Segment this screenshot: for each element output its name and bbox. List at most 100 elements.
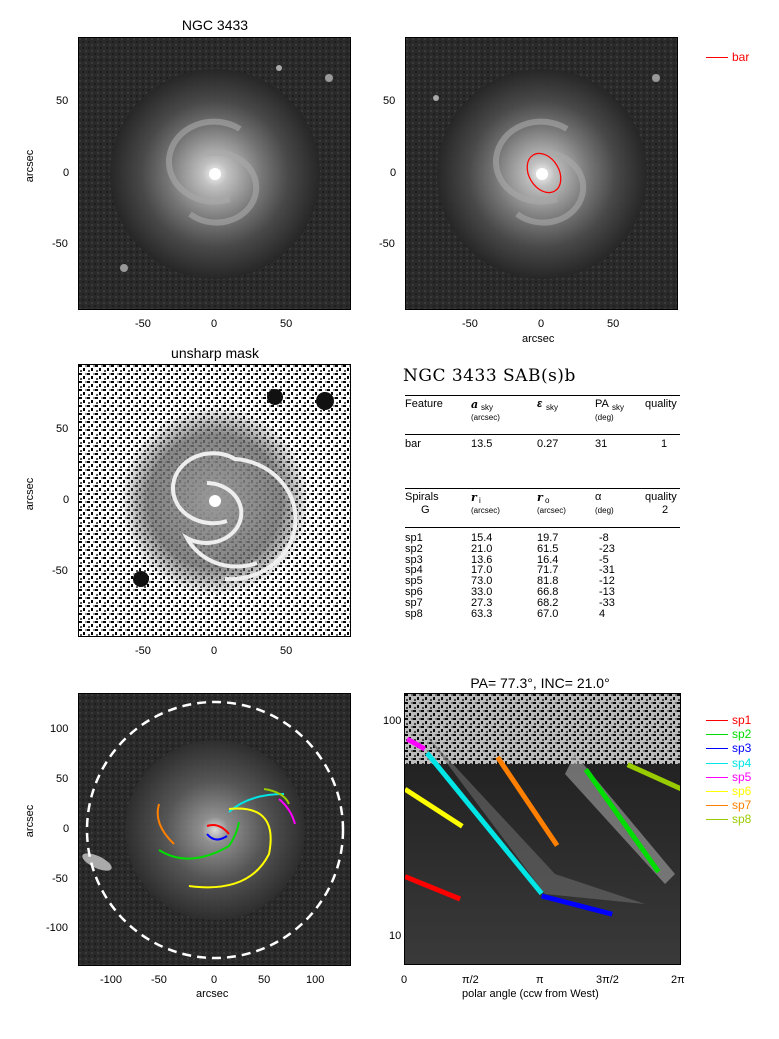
spiral-cell-c4: -12 (599, 575, 615, 588)
panel5-ytick-100: 100 (50, 723, 69, 735)
panel6-xtick-0: 0 (401, 974, 408, 986)
spiral-cell-c2: 63.3 (471, 607, 493, 620)
table-rule-1 (405, 395, 680, 396)
bar-hdr-a-unit: (arcsec) (471, 413, 500, 422)
sp-hdr-quality: quality (645, 491, 677, 503)
spiral-cell-c4: 4 (599, 607, 606, 620)
panel6-ytick-100: 100 (383, 715, 402, 727)
legend-label-sp6: sp6 (732, 784, 752, 798)
panel1-xtick-m50: -50 (135, 318, 151, 330)
bar-ellipse (526, 152, 562, 194)
bar-cell-a: 13.5 (471, 438, 493, 450)
panel1-xtick-50: 50 (280, 318, 293, 330)
spiral-cell-c2: 13.6 (471, 553, 493, 566)
bar-cell-feature: bar (405, 438, 421, 450)
panel3-ytick-m50: -50 (52, 565, 68, 577)
panel5-xtick-100: 100 (306, 974, 325, 986)
panel2-galaxy-image (405, 37, 678, 310)
panel3-title: unsharp mask (171, 345, 259, 361)
sp-hdr-quality-val: 2 (662, 504, 669, 516)
bar-hdr-pa-unit: (deg) (595, 413, 614, 422)
panel1-xtick-0: 0 (211, 318, 218, 330)
panel3-xtick-0: 0 (211, 645, 218, 657)
table-rule-3 (405, 488, 680, 489)
panel1-ytick-m50: -50 (52, 238, 68, 250)
legend-label-sp5: sp5 (732, 769, 752, 784)
table-title: NGC 3433 SAB(s)b (403, 366, 576, 386)
legend-label-sp2: sp2 (732, 727, 752, 742)
panel6-xtick-pi2: π/2 (462, 974, 479, 986)
spiral-cell-c2: 27.3 (471, 596, 493, 609)
bar-hdr-pa: PA (595, 398, 609, 410)
legend-label-sp7: sp7 (732, 798, 752, 813)
polar-series-sp3 (541, 893, 613, 917)
legend-label-sp3: sp3 (732, 741, 752, 756)
spiral-cell-c2: 15.4 (471, 532, 493, 544)
polar-series-sp4 (425, 751, 544, 896)
spiral-cell-c3: 19.7 (537, 532, 559, 544)
bar-hdr-eps: ε (537, 398, 543, 410)
deprojected-trace-sp3 (206, 833, 228, 841)
polar-series-sp1 (405, 874, 462, 902)
spiral-cell-c3: 81.8 (537, 575, 559, 588)
spiral-cell-c1: sp1 (405, 532, 423, 544)
legend-line-sp5 (706, 776, 728, 778)
spiral-cell-c1: sp2 (405, 542, 423, 555)
panel3-unsharp-image (78, 364, 351, 637)
table-rule-4 (405, 527, 680, 528)
legend-bar-label: bar (732, 50, 750, 64)
panel2-svg (406, 38, 677, 309)
panel1-ytick-50: 50 (56, 95, 69, 107)
sp-hdr-ri-unit: (arcsec) (471, 506, 500, 515)
spiral-cell-c1: sp6 (405, 586, 423, 598)
legend-line-sp4 (706, 762, 728, 764)
panel1-galaxy-image (78, 37, 351, 310)
panel6-ytick-10: 10 (389, 930, 402, 942)
panel1-svg (79, 38, 350, 309)
sp-hdr-g: G (421, 504, 430, 516)
spiral-cell-c3: 66.8 (537, 586, 559, 598)
legend-line-sp8 (706, 819, 728, 821)
panel5-ytick-0: 0 (63, 823, 70, 835)
panel3-xtick-m50: -50 (135, 645, 151, 657)
panel2-xtick-m50: -50 (462, 318, 478, 330)
spiral-cell-c1: sp3 (405, 553, 423, 566)
sp-hdr-ri-sub: i (479, 496, 481, 505)
panel5-xtick-0: 0 (211, 974, 218, 986)
legend-label-sp4: sp4 (732, 755, 752, 770)
deprojected-trace-sp7 (156, 803, 175, 845)
spiral-cell-c1: sp5 (405, 575, 423, 588)
bar-cell-pa: 31 (595, 438, 608, 450)
spiral-cell-c2: 21.0 (471, 542, 493, 555)
bar-hdr-a: a (471, 398, 479, 411)
spiral-cell-c2: 17.0 (471, 564, 493, 577)
panel6-svg (405, 694, 680, 964)
panel5-ytick-50: 50 (56, 773, 69, 785)
panel3-ytick-50: 50 (56, 423, 69, 435)
spiral-cell-c4: -31 (599, 564, 615, 577)
deprojection-boundary (85, 700, 345, 960)
deprojected-trace-sp1 (206, 824, 230, 835)
spiral-cell-c3: 16.4 (537, 553, 559, 566)
panel5-xlabel: arcsec (196, 988, 229, 1000)
legend-label-sp8: sp8 (732, 812, 752, 827)
panel2-xtick-0: 0 (538, 318, 545, 330)
sp-hdr-alpha-unit: (deg) (595, 506, 614, 515)
panel2-ytick-50: 50 (383, 95, 396, 107)
panel1-ylabel: arcsec (24, 149, 37, 183)
panel6-xtick-3pi2: 3π/2 (596, 974, 619, 986)
table-rule-2 (405, 434, 680, 435)
panel1-ytick-0: 0 (63, 167, 70, 179)
panel2-xtick-50: 50 (607, 318, 620, 330)
deprojected-trace-sp8 (263, 788, 290, 805)
panel6-xlabel: polar angle (ccw from West) (462, 988, 599, 1000)
panel3-xtick-50: 50 (280, 645, 293, 657)
spiral-cell-c1: sp7 (405, 596, 423, 609)
bar-cell-quality: 1 (661, 438, 668, 450)
legend-line-sp7 (706, 805, 728, 807)
legend-line-sp1 (706, 720, 728, 721)
bar-hdr-feature: Feature (405, 398, 443, 410)
sp-hdr-ro: r (537, 491, 543, 504)
panel3-svg (79, 365, 350, 636)
bar-hdr-pa-sub: sky (612, 403, 624, 412)
